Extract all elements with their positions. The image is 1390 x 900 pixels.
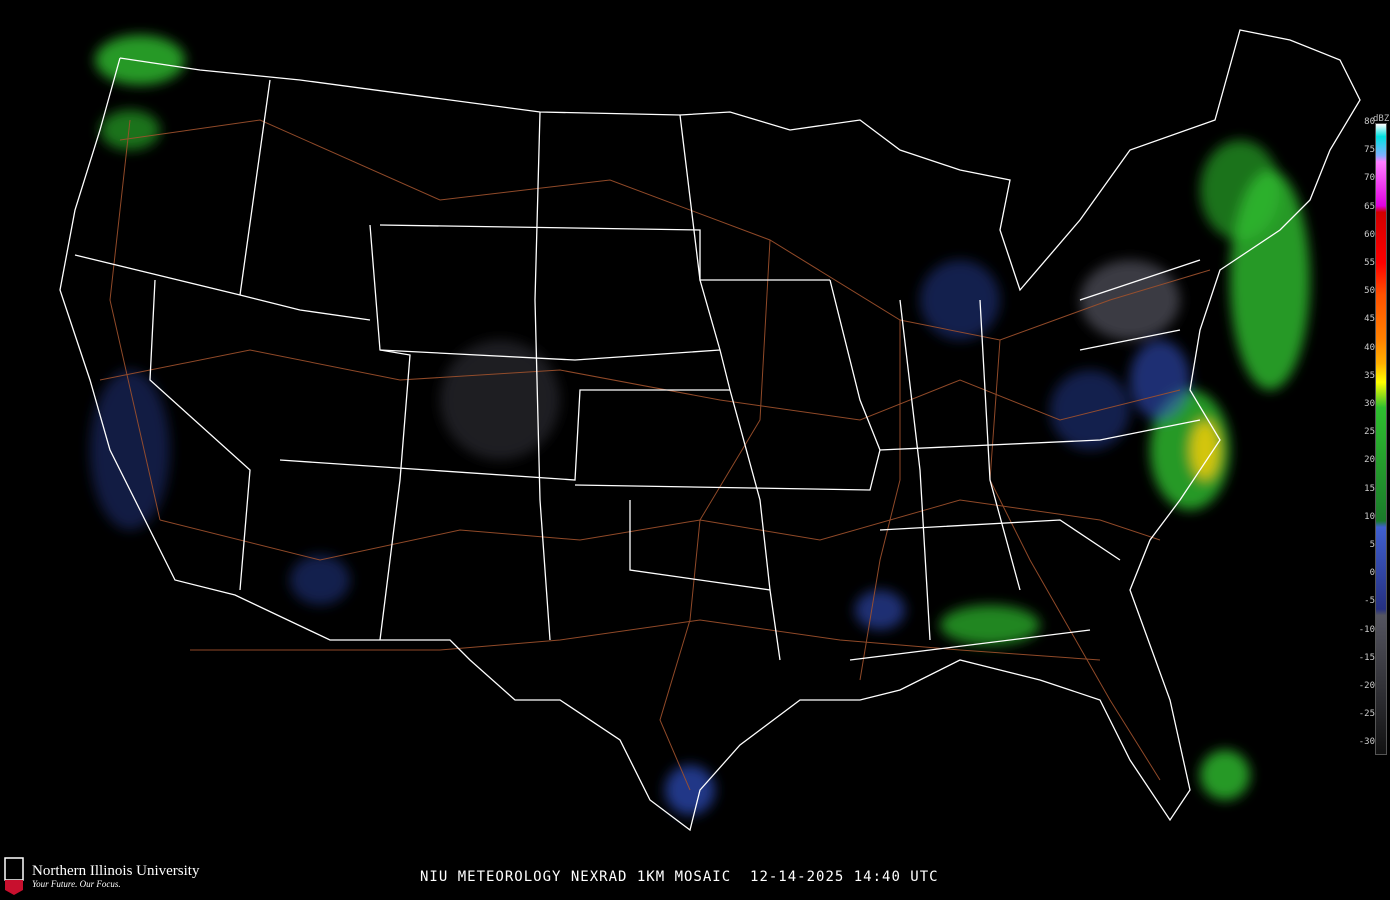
legend-label: 20	[1364, 455, 1375, 466]
niu-logo: Northern Illinois University Your Future…	[2, 856, 199, 896]
legend-label: 40	[1364, 342, 1375, 353]
legend-label: 30	[1364, 399, 1375, 409]
legend-label: 0	[1369, 568, 1375, 579]
highways	[99, 119, 1211, 791]
legend-unit: dBZ	[1373, 114, 1390, 124]
niu-seal-icon	[4, 857, 24, 895]
legend-label: 80	[1364, 117, 1375, 127]
state-borders	[59, 29, 1361, 832]
map-caption: NIU METEOROLOGY NEXRAD 1KM MOSAIC 12-14-…	[420, 869, 939, 885]
dbz-color-legend: dBZ 80 75 70 65 60 55 50 45 40 35 30 25 20 15 10 5 0 -5 -1…	[1355, 114, 1390, 759]
legend-label: -5	[1364, 596, 1375, 607]
legend-label: 65	[1364, 201, 1375, 212]
legend-label: 25	[1364, 427, 1375, 438]
legend-color-bar	[1375, 123, 1387, 755]
legend-label: 70	[1364, 173, 1375, 184]
legend-label: -30	[1358, 737, 1375, 748]
logo-tagline: Your Future. Our Focus.	[32, 878, 121, 889]
legend-label: -10	[1358, 624, 1375, 635]
legend-label: 15	[1364, 483, 1375, 494]
legend-label: 55	[1364, 258, 1375, 268]
map-title: NIU METEOROLOGY NEXRAD 1KM MOSAIC	[420, 869, 732, 885]
legend-label: -20	[1358, 681, 1375, 691]
legend-label: 10	[1364, 511, 1375, 522]
map-timestamp: 12-14-2025 14:40 UTC	[750, 869, 939, 885]
radar-echoes	[90, 35, 1310, 815]
legend-label: 50	[1364, 286, 1375, 297]
legend-label: 60	[1364, 229, 1375, 240]
conus-outline	[59, 29, 1361, 832]
legend-label: -25	[1358, 709, 1375, 720]
legend-label: 75	[1364, 145, 1375, 156]
legend-label: -15	[1358, 652, 1375, 663]
legend-label: 35	[1364, 370, 1375, 381]
legend-label: 45	[1364, 314, 1375, 325]
legend-label: 5	[1369, 540, 1375, 550]
logo-name: Northern Illinois University	[32, 862, 200, 879]
